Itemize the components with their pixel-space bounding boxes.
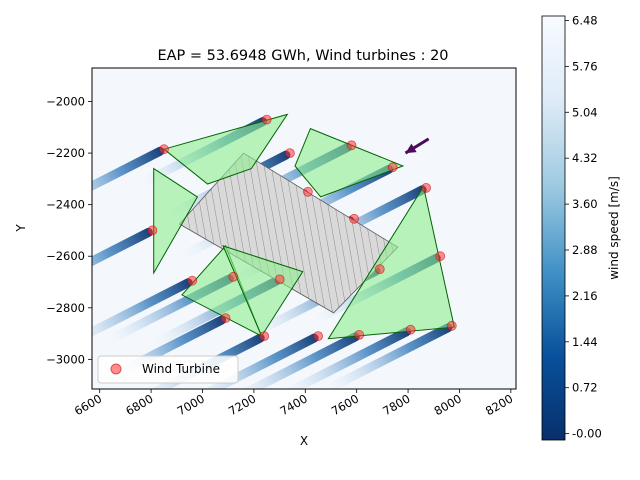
- turbine-point: [261, 114, 272, 125]
- x-tick-label: 7000: [175, 391, 207, 418]
- x-tick-label: 8200: [483, 391, 515, 418]
- wind-arrow-head: [405, 143, 417, 154]
- wake: [192, 333, 319, 389]
- zone-polygon: [162, 113, 289, 185]
- wind-direction-arrow: [404, 137, 430, 155]
- colorbar-tick-label: 5.76: [572, 59, 598, 73]
- wake: [92, 278, 193, 347]
- zone-polygon: [294, 127, 405, 198]
- turbine-point: [313, 331, 324, 342]
- wake: [92, 146, 165, 216]
- legend-box: [97, 355, 239, 384]
- wake: [285, 327, 412, 389]
- y-axis: −3000 −2800 −2600 −2400 −2200 −2000: [46, 95, 92, 366]
- colorbar-tick-label: 1.44: [572, 335, 598, 349]
- turbine-point: [346, 140, 357, 151]
- turbine-point: [274, 274, 285, 285]
- colorbar-tick-label: 6.48: [572, 13, 598, 27]
- turbine-point: [187, 275, 198, 286]
- turbine-point: [446, 320, 457, 331]
- turbine-point: [284, 148, 295, 159]
- turbine-point: [159, 144, 169, 155]
- turbine-point: [259, 331, 270, 342]
- turbine-point: [147, 225, 158, 236]
- legend-marker: [110, 363, 122, 375]
- y-tick-label: −3000: [46, 352, 85, 366]
- y-tick-label: −2800: [46, 301, 85, 315]
- y-tick-label: −2000: [46, 95, 85, 109]
- x-tick-label: 8000: [432, 391, 464, 418]
- turbine-point: [354, 329, 365, 340]
- zone-polygon: [222, 245, 304, 338]
- x-tick-label: 6800: [123, 391, 155, 418]
- colorbar-tick-label: 4.32: [572, 151, 598, 165]
- x-axis: 6600 6800 7000 7200 7400 7600 7800 8000 8200: [72, 389, 515, 418]
- y-axis-label: Y: [14, 224, 28, 233]
- y-tick-label: −2200: [46, 146, 85, 160]
- turbine-point: [374, 264, 385, 275]
- x-tick-label: 7800: [380, 391, 412, 418]
- colorbar-tick-label: 2.16: [572, 289, 598, 303]
- turbine-point: [228, 271, 239, 282]
- turbine-point: [302, 186, 313, 197]
- turbine-point: [387, 162, 398, 173]
- turbine-point: [405, 324, 416, 335]
- turbine-point: [435, 251, 446, 262]
- x-tick-label: 7600: [329, 391, 361, 418]
- turbine-markers: [147, 114, 457, 342]
- x-tick-label: 7400: [277, 391, 309, 418]
- x-tick-label: 7200: [226, 391, 258, 418]
- plot-frame: [91, 67, 517, 390]
- legend-label: Wind Turbine: [142, 362, 220, 376]
- zone-polygon: [153, 167, 199, 275]
- y-tick-label: −2400: [46, 198, 85, 212]
- legend: Wind Turbine: [97, 355, 239, 384]
- turbine-point: [349, 213, 360, 224]
- chart-title: EAP = 53.6948 GWh, Wind turbines : 20: [157, 48, 448, 64]
- turbine-point: [220, 313, 231, 324]
- colorbar-axis: -0.00 0.72 1.44 2.16 2.88 3.60 4.32 5.04 5.76 6.4…: [565, 13, 602, 441]
- colorbar-tick-label: 3.60: [572, 197, 598, 211]
- x-tick-label: 6600: [72, 391, 104, 418]
- turbine-zones: [153, 113, 455, 340]
- x-axis-label: X: [300, 434, 308, 448]
- colorbar: [541, 15, 566, 441]
- colorbar-tick-label: -0.00: [572, 427, 602, 441]
- colorbar-label: wind speed [m/s]: [607, 176, 621, 280]
- colorbar-tick-label: 2.88: [572, 243, 598, 257]
- y-tick-label: −2600: [46, 249, 85, 263]
- colorbar-tick-label: 0.72: [572, 381, 598, 395]
- colorbar-tick-label: 5.04: [572, 105, 598, 119]
- wake: [326, 323, 453, 389]
- wake: [233, 332, 360, 389]
- wake: [92, 227, 153, 297]
- turbine-point: [421, 182, 432, 193]
